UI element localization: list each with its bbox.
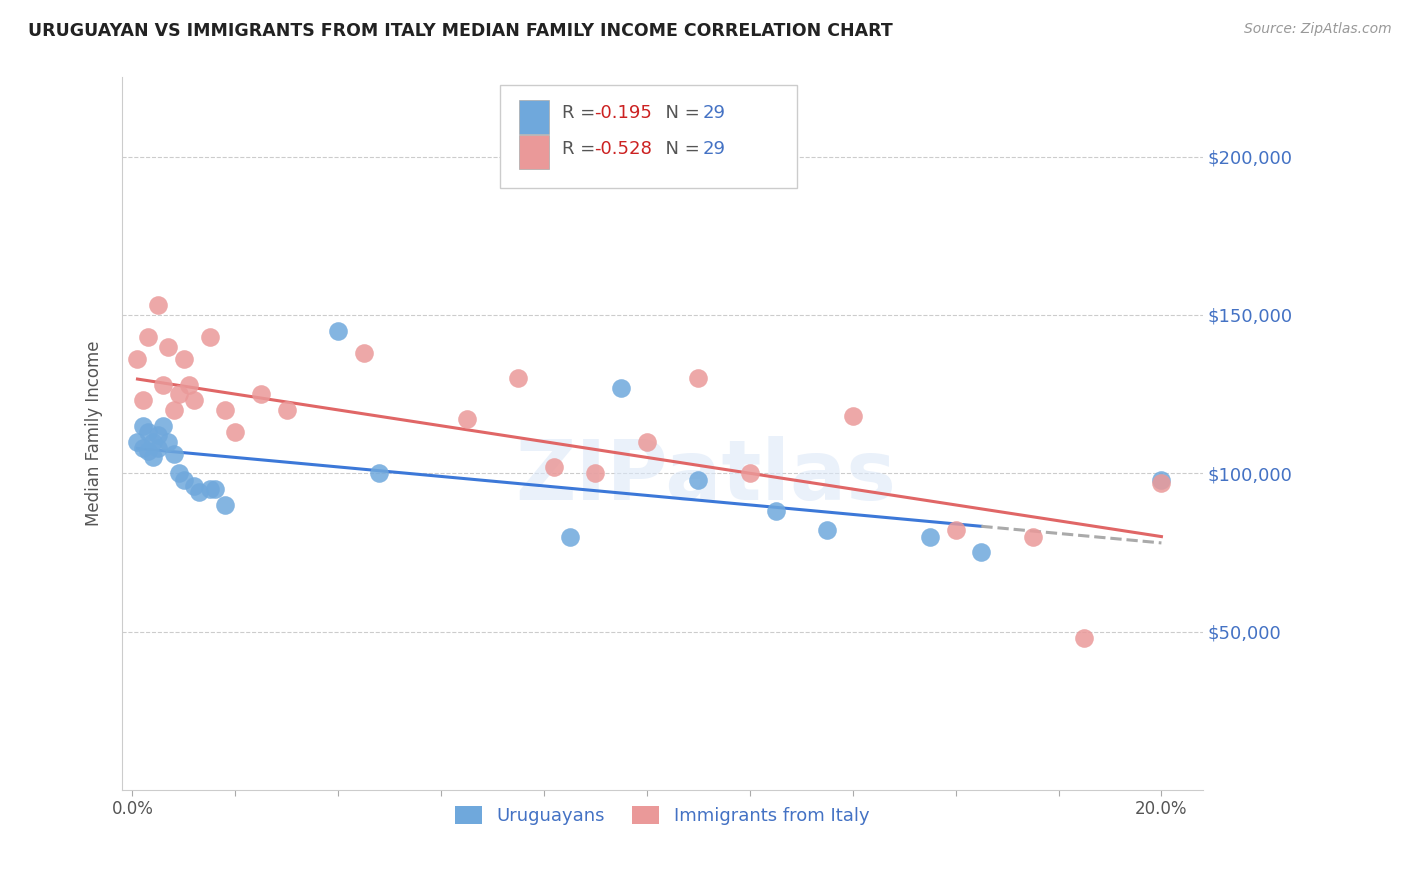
Text: Source: ZipAtlas.com: Source: ZipAtlas.com xyxy=(1244,22,1392,37)
Point xyxy=(1150,475,1173,490)
Point xyxy=(183,479,205,493)
Point xyxy=(142,450,165,465)
Text: N =: N = xyxy=(654,140,706,158)
Point xyxy=(131,418,153,433)
Point xyxy=(183,393,205,408)
Point xyxy=(583,467,606,481)
Point xyxy=(543,459,565,474)
Point xyxy=(688,473,710,487)
Point xyxy=(177,377,200,392)
Text: -0.195: -0.195 xyxy=(595,104,652,122)
Point xyxy=(250,387,273,401)
Point xyxy=(276,403,298,417)
Point xyxy=(146,441,169,455)
Point xyxy=(173,352,195,367)
Point xyxy=(198,482,221,496)
Point xyxy=(1073,631,1095,645)
Point xyxy=(127,434,149,449)
Point xyxy=(841,409,863,424)
FancyBboxPatch shape xyxy=(501,85,797,188)
Point xyxy=(157,340,180,354)
Bar xyxy=(519,136,548,169)
Point xyxy=(146,428,169,442)
Point xyxy=(131,441,153,455)
Point xyxy=(368,467,391,481)
Point xyxy=(688,371,710,385)
Point xyxy=(224,425,246,439)
Text: N =: N = xyxy=(654,104,706,122)
Point xyxy=(214,498,236,512)
Point xyxy=(142,434,165,449)
Point xyxy=(152,377,174,392)
Point xyxy=(558,530,581,544)
Bar xyxy=(519,100,548,134)
Point xyxy=(131,393,153,408)
Text: R =: R = xyxy=(562,140,600,158)
Point xyxy=(328,324,350,338)
Point xyxy=(152,418,174,433)
Point xyxy=(815,523,838,537)
Text: ZIPatlas: ZIPatlas xyxy=(515,436,896,517)
Point xyxy=(508,371,530,385)
Point xyxy=(456,412,478,426)
Text: URUGUAYAN VS IMMIGRANTS FROM ITALY MEDIAN FAMILY INCOME CORRELATION CHART: URUGUAYAN VS IMMIGRANTS FROM ITALY MEDIA… xyxy=(28,22,893,40)
Point xyxy=(765,504,787,518)
Point xyxy=(610,381,633,395)
Point xyxy=(636,434,658,449)
Legend: Uruguayans, Immigrants from Italy: Uruguayans, Immigrants from Italy xyxy=(446,797,879,834)
Text: 29: 29 xyxy=(703,104,725,122)
Point xyxy=(738,467,761,481)
Text: R =: R = xyxy=(562,104,600,122)
Point xyxy=(173,473,195,487)
Text: 29: 29 xyxy=(703,140,725,158)
Point xyxy=(353,346,375,360)
Point xyxy=(162,447,184,461)
Point xyxy=(162,403,184,417)
Point xyxy=(146,298,169,312)
Point xyxy=(1150,473,1173,487)
Point xyxy=(157,434,180,449)
Y-axis label: Median Family Income: Median Family Income xyxy=(86,341,103,526)
Point xyxy=(136,330,159,344)
Point xyxy=(167,467,190,481)
Point xyxy=(136,425,159,439)
Point xyxy=(136,444,159,458)
Point xyxy=(214,403,236,417)
Point xyxy=(918,530,941,544)
Point xyxy=(188,485,211,500)
Point xyxy=(198,330,221,344)
Text: -0.528: -0.528 xyxy=(595,140,652,158)
Point xyxy=(127,352,149,367)
Point xyxy=(970,545,993,559)
Point xyxy=(1022,530,1045,544)
Point xyxy=(204,482,226,496)
Point xyxy=(167,387,190,401)
Point xyxy=(945,523,967,537)
